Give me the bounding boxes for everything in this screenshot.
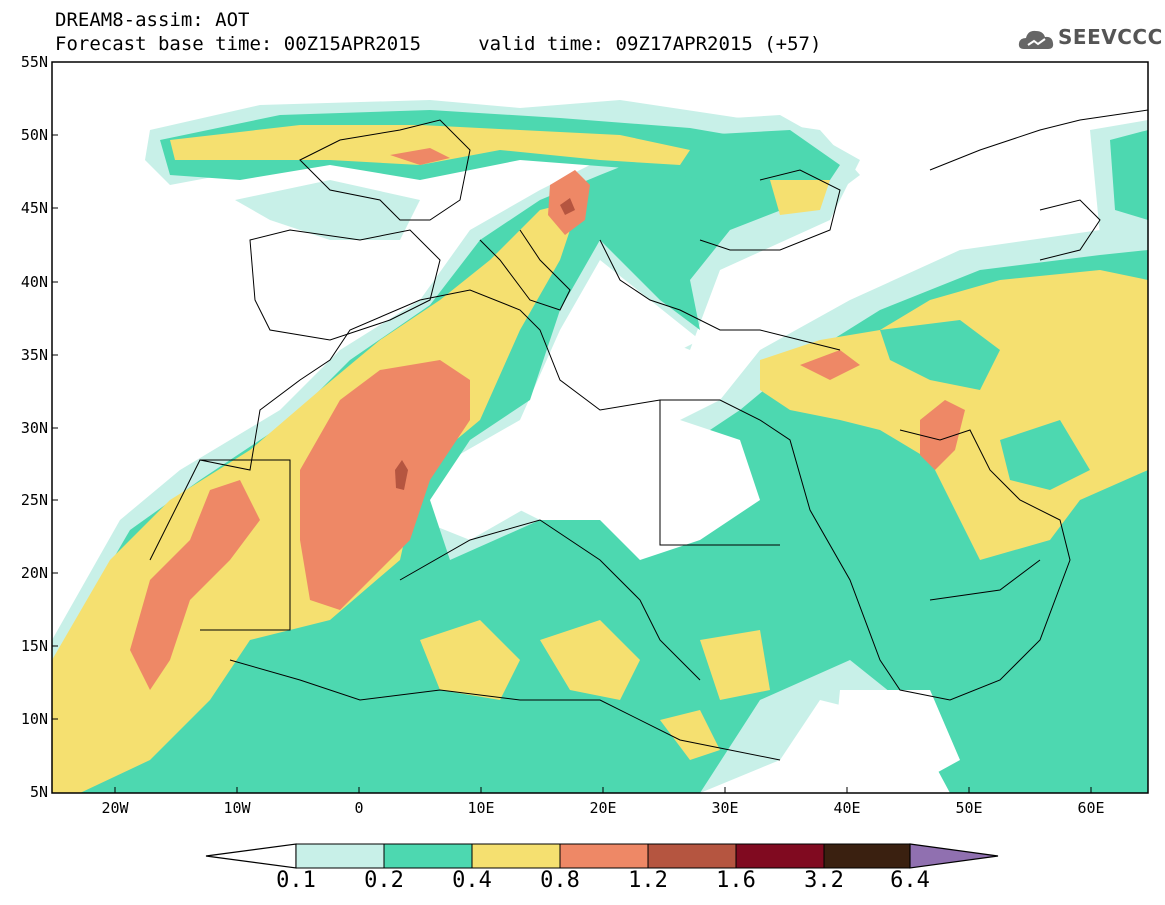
lat-label-15n: 15N [20, 637, 48, 655]
lon-label-30e: 30E [711, 799, 739, 817]
lat-label-35n: 35N [20, 346, 48, 364]
lon-label-0: 0 [354, 799, 364, 817]
axis-ticks [52, 61, 1092, 793]
colorbar-label: 6.4 [890, 868, 930, 893]
aot-contours [52, 62, 1148, 793]
lat-label-25n: 25N [20, 491, 48, 509]
lon-label-60e: 60E [1077, 799, 1105, 817]
colorbar-label: 3.2 [804, 868, 844, 893]
map-title: DREAM8-assim: AOT [55, 9, 250, 31]
lat-label-40n: 40N [20, 273, 48, 291]
lat-label-45n: 45N [20, 199, 48, 217]
lon-label-20w: 20W [101, 799, 129, 817]
seevccc-logo: SEEVCCC [1058, 25, 1163, 49]
lat-label-30n: 30N [20, 419, 48, 437]
cloud-icon [1018, 30, 1054, 49]
lat-label-55n: 55N [20, 53, 48, 71]
colorbar-label: 0.8 [540, 868, 580, 893]
lon-label-20e: 20E [589, 799, 617, 817]
lon-label-40e: 40E [833, 799, 861, 817]
lat-label-50n: 50N [20, 126, 48, 144]
lon-label-10e: 10E [467, 799, 495, 817]
colorbar-label: 1.2 [628, 868, 668, 893]
lat-label-20n: 20N [20, 564, 48, 582]
lat-label-10n: 10N [20, 710, 48, 728]
lon-label-10w: 10W [223, 799, 251, 817]
colorbar-label: 0.2 [364, 868, 404, 893]
forecast-times: Forecast base time: 00Z15APR2015 valid t… [55, 33, 822, 55]
lat-label-5n: 5N [29, 783, 48, 801]
lon-label-50e: 50E [955, 799, 983, 817]
colorbar-label: 1.6 [716, 868, 756, 893]
colorbar-label: 0.1 [276, 868, 316, 893]
colorbar-label: 0.4 [452, 868, 492, 893]
coastlines [149, 109, 1148, 761]
